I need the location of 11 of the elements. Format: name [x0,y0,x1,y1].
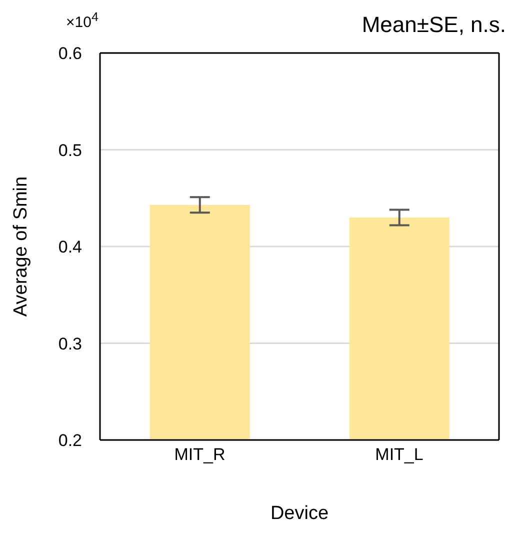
y-tick-label: 0.5 [58,140,82,160]
x-axis-title: Device [270,503,329,524]
chart-title: Mean±SE, n.s. [362,12,506,38]
y-tick-label: 0.6 [58,44,82,64]
y-tick-label: 0.4 [58,238,82,257]
y-tick-label: 0.3 [58,334,82,354]
x-tick-label: MIT_L [375,445,424,464]
y-tick-label: 0.2 [58,431,82,450]
x-tick-label: MIT_R [174,445,226,464]
text: ×10$^{4}$ [66,10,98,31]
y-axis-title: Average of Smin [10,176,32,317]
